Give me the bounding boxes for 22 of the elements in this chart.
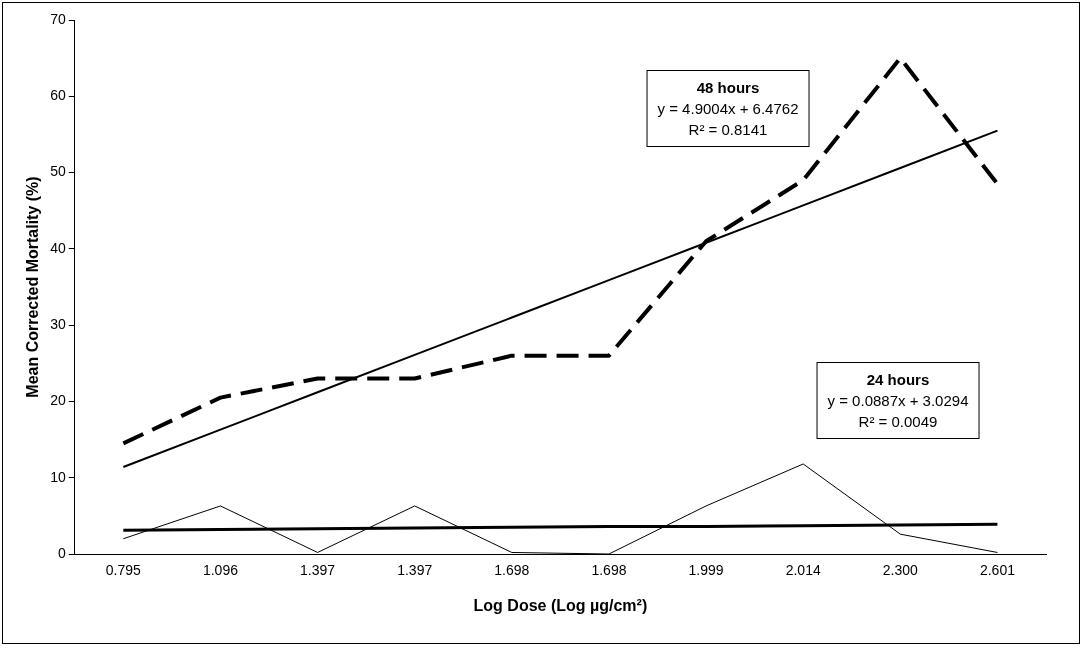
y-tick-label: 40 [50,239,66,256]
y-axis-title: Mean Corrected Mortality (%) [24,176,42,398]
x-tick-label: 1.999 [688,562,724,579]
y-tick-label: 70 [50,10,66,27]
y-tick-label: 50 [50,163,66,180]
annotation: 48 hours y = 4.9004x + 6.4762 R² = 0.8141 [657,78,799,140]
x-tick-label: 1.096 [202,562,239,579]
x-tick-label: 2.014 [785,562,821,579]
y-tick-label: 20 [50,392,66,409]
y-tick-label: 10 [50,468,66,485]
x-tick-label: 1.397 [300,562,336,579]
x-tick-label: 2.601 [979,562,1016,579]
annotation: 24 hours y = 0.0887x + 3.0294 R² = 0.0049 [827,370,969,432]
x-axis-title: Log Dose (Log µg/cm²) [473,596,648,614]
x-tick-label: 1.698 [591,562,627,579]
y-tick-label: 60 [50,87,66,104]
y-tick-label: 30 [50,316,66,332]
x-tick-label: 1.698 [494,562,530,579]
x-tick-label: 0.795 [105,562,142,579]
y-tick-label: 0 [57,544,66,561]
x-tick-label: 1.397 [397,562,433,579]
x-tick-label: 2.300 [882,562,919,579]
